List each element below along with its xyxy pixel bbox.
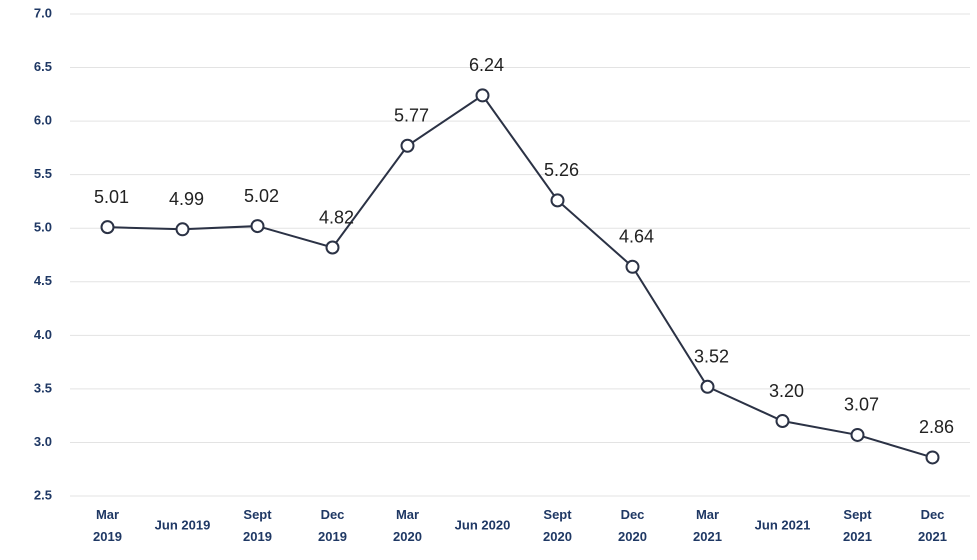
x-tick-label: Dec 2021: [918, 507, 947, 544]
x-tick-label: Jun 2020: [455, 517, 511, 532]
marker: [475, 88, 490, 103]
data-label: 3.20: [769, 381, 804, 401]
data-label: 5.77: [394, 105, 429, 125]
marker: [325, 240, 340, 255]
marker: [625, 259, 640, 274]
y-tick-label: 6.0: [34, 113, 52, 128]
x-tick-label: Dec 2020: [618, 507, 647, 544]
y-tick-label: 4.5: [34, 273, 52, 288]
y-tick-label: 5.0: [34, 220, 52, 235]
y-tick-label: 3.5: [34, 380, 52, 395]
marker: [850, 427, 865, 442]
y-tick-label: 3.0: [34, 434, 52, 449]
data-label: 5.02: [244, 186, 279, 206]
x-tick-label: Jun 2019: [155, 517, 211, 532]
y-tick-label: 7.0: [34, 5, 52, 20]
data-label: 2.86: [919, 417, 954, 437]
y-tick-label: 2.5: [34, 487, 52, 502]
marker: [175, 222, 190, 237]
y-tick-label: 6.5: [34, 59, 52, 74]
y-tick-label: 5.5: [34, 166, 52, 181]
line: [107, 94, 933, 459]
marker: [250, 219, 265, 234]
data-label: 3.52: [694, 346, 729, 366]
y-tick-label: 4.0: [34, 327, 52, 342]
marker: [550, 193, 565, 208]
x-tick-label: Sept 2019: [243, 507, 272, 544]
data-label: 4.64: [619, 227, 654, 247]
data-label: 5.26: [544, 160, 579, 180]
x-tick-label: Mar 2020: [393, 507, 422, 544]
x-tick-label: Dec 2019: [318, 507, 347, 544]
marker: [925, 450, 940, 465]
data-label: 4.99: [169, 189, 204, 209]
marker: [100, 220, 115, 235]
marker: [400, 138, 415, 153]
data-label: 3.07: [844, 395, 879, 415]
x-tick-label: Mar 2021: [693, 507, 722, 544]
data-label: 4.82: [319, 207, 354, 227]
x-tick-label: Mar 2019: [93, 507, 122, 544]
data-label: 5.01: [94, 187, 129, 207]
x-tick-label: Jun 2021: [755, 517, 811, 532]
x-tick-label: Sept 2020: [543, 507, 572, 544]
marker: [775, 414, 790, 429]
x-tick-label: Sept 2021: [843, 507, 872, 544]
marker: [700, 379, 715, 394]
data-label: 6.24: [469, 55, 504, 75]
